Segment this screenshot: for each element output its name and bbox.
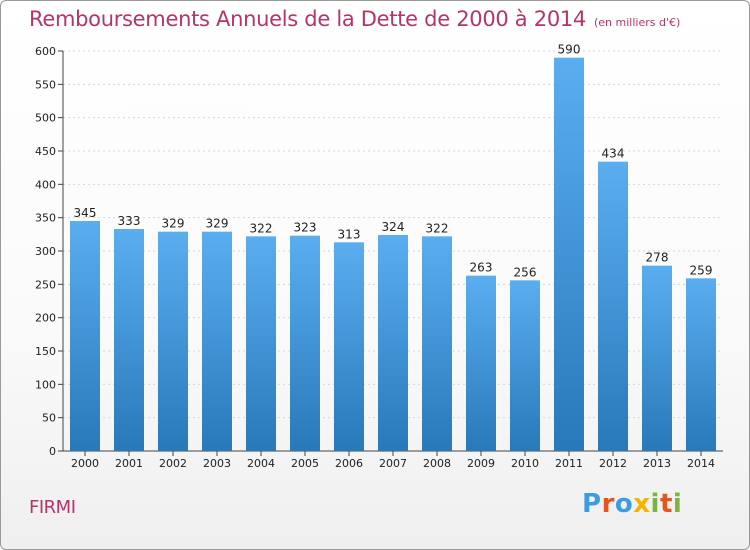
logo-letter: i [672, 489, 683, 519]
y-tick-label: 550 [35, 78, 56, 91]
bar-2014 [686, 278, 716, 451]
y-tick-label: 600 [35, 45, 56, 58]
bar-2013 [642, 265, 672, 451]
bar-2004 [246, 236, 276, 451]
bar-2003 [202, 231, 232, 451]
bar-2009 [466, 275, 496, 451]
x-tick-label: 2011 [555, 457, 583, 470]
x-tick-label: 2003 [203, 457, 231, 470]
data-label-2011: 590 [558, 43, 581, 57]
x-tick-label: 2007 [379, 457, 407, 470]
bar-2007 [378, 235, 408, 451]
y-tick-label: 200 [35, 312, 56, 325]
x-tick-label: 2009 [467, 457, 495, 470]
data-label-2006: 313 [338, 227, 361, 241]
y-tick-label: 350 [35, 212, 56, 225]
x-tick-label: 2005 [291, 457, 319, 470]
data-label-2009: 263 [470, 261, 493, 275]
x-tick-label: 2013 [643, 457, 671, 470]
logo-letter: t [659, 489, 673, 519]
x-tick-label: 2000 [71, 457, 99, 470]
bar-2010 [510, 280, 540, 451]
chart-title-text: Remboursements Annuels de la Dette de 20… [29, 7, 586, 31]
data-label-2014: 259 [690, 263, 713, 277]
x-tick-label: 2002 [159, 457, 187, 470]
logo-letter: i [650, 489, 660, 519]
data-label-2012: 434 [602, 147, 625, 161]
bar-2011 [554, 57, 584, 452]
data-label-2001: 333 [118, 214, 141, 228]
commune-name: FIRMI [29, 497, 76, 518]
x-tick-label: 2001 [115, 457, 143, 470]
data-label-2013: 278 [646, 251, 669, 265]
y-tick-label: 150 [35, 345, 56, 358]
x-tick-label: 2010 [511, 457, 539, 470]
bar-2012 [598, 161, 628, 451]
y-tick-label: 300 [35, 245, 56, 258]
data-label-2002: 329 [162, 217, 185, 231]
logo-letter: r [601, 489, 615, 519]
y-tick-label: 0 [49, 445, 56, 458]
proxiti-logo: Proxiti [582, 489, 682, 519]
y-tick-label: 250 [35, 278, 56, 291]
y-tick-label: 400 [35, 178, 56, 191]
x-tick-label: 2004 [247, 457, 275, 470]
x-tick-label: 2012 [599, 457, 627, 470]
y-tick-label: 450 [35, 145, 56, 158]
bar-2001 [114, 229, 144, 451]
bar-2008 [422, 236, 452, 451]
data-label-2005: 323 [294, 221, 317, 235]
chart-title: Remboursements Annuels de la Dette de 20… [29, 7, 680, 31]
bar-2006 [334, 242, 364, 451]
data-label-2003: 329 [206, 217, 229, 231]
x-tick-label: 2006 [335, 457, 363, 470]
data-label-2008: 322 [426, 221, 449, 235]
data-label-2007: 324 [382, 220, 405, 234]
x-tick-label: 2014 [687, 457, 715, 470]
chart-unit: (en milliers d'€) [594, 16, 681, 29]
logo-letter: P [582, 489, 602, 519]
y-tick-label: 50 [42, 412, 56, 425]
data-label-2010: 256 [514, 265, 537, 279]
data-labels: 345 333 329 329 322 323 313 324 322 263 256 590 434 2… [74, 43, 713, 280]
axes: 0 50 100 150 200 250 300 350 400 450 500 550 600 2000… [35, 45, 723, 470]
bar-2002 [158, 231, 188, 451]
x-tick-label: 2008 [423, 457, 451, 470]
bar-2000 [70, 221, 100, 451]
y-tick-label: 100 [35, 378, 56, 391]
data-label-2000: 345 [74, 206, 97, 220]
data-label-2004: 322 [250, 221, 273, 235]
logo-letter: x [633, 489, 651, 519]
bar-2005 [290, 235, 320, 451]
logo-letter: o [614, 489, 634, 519]
bars [70, 57, 716, 452]
y-tick-label: 500 [35, 112, 56, 125]
